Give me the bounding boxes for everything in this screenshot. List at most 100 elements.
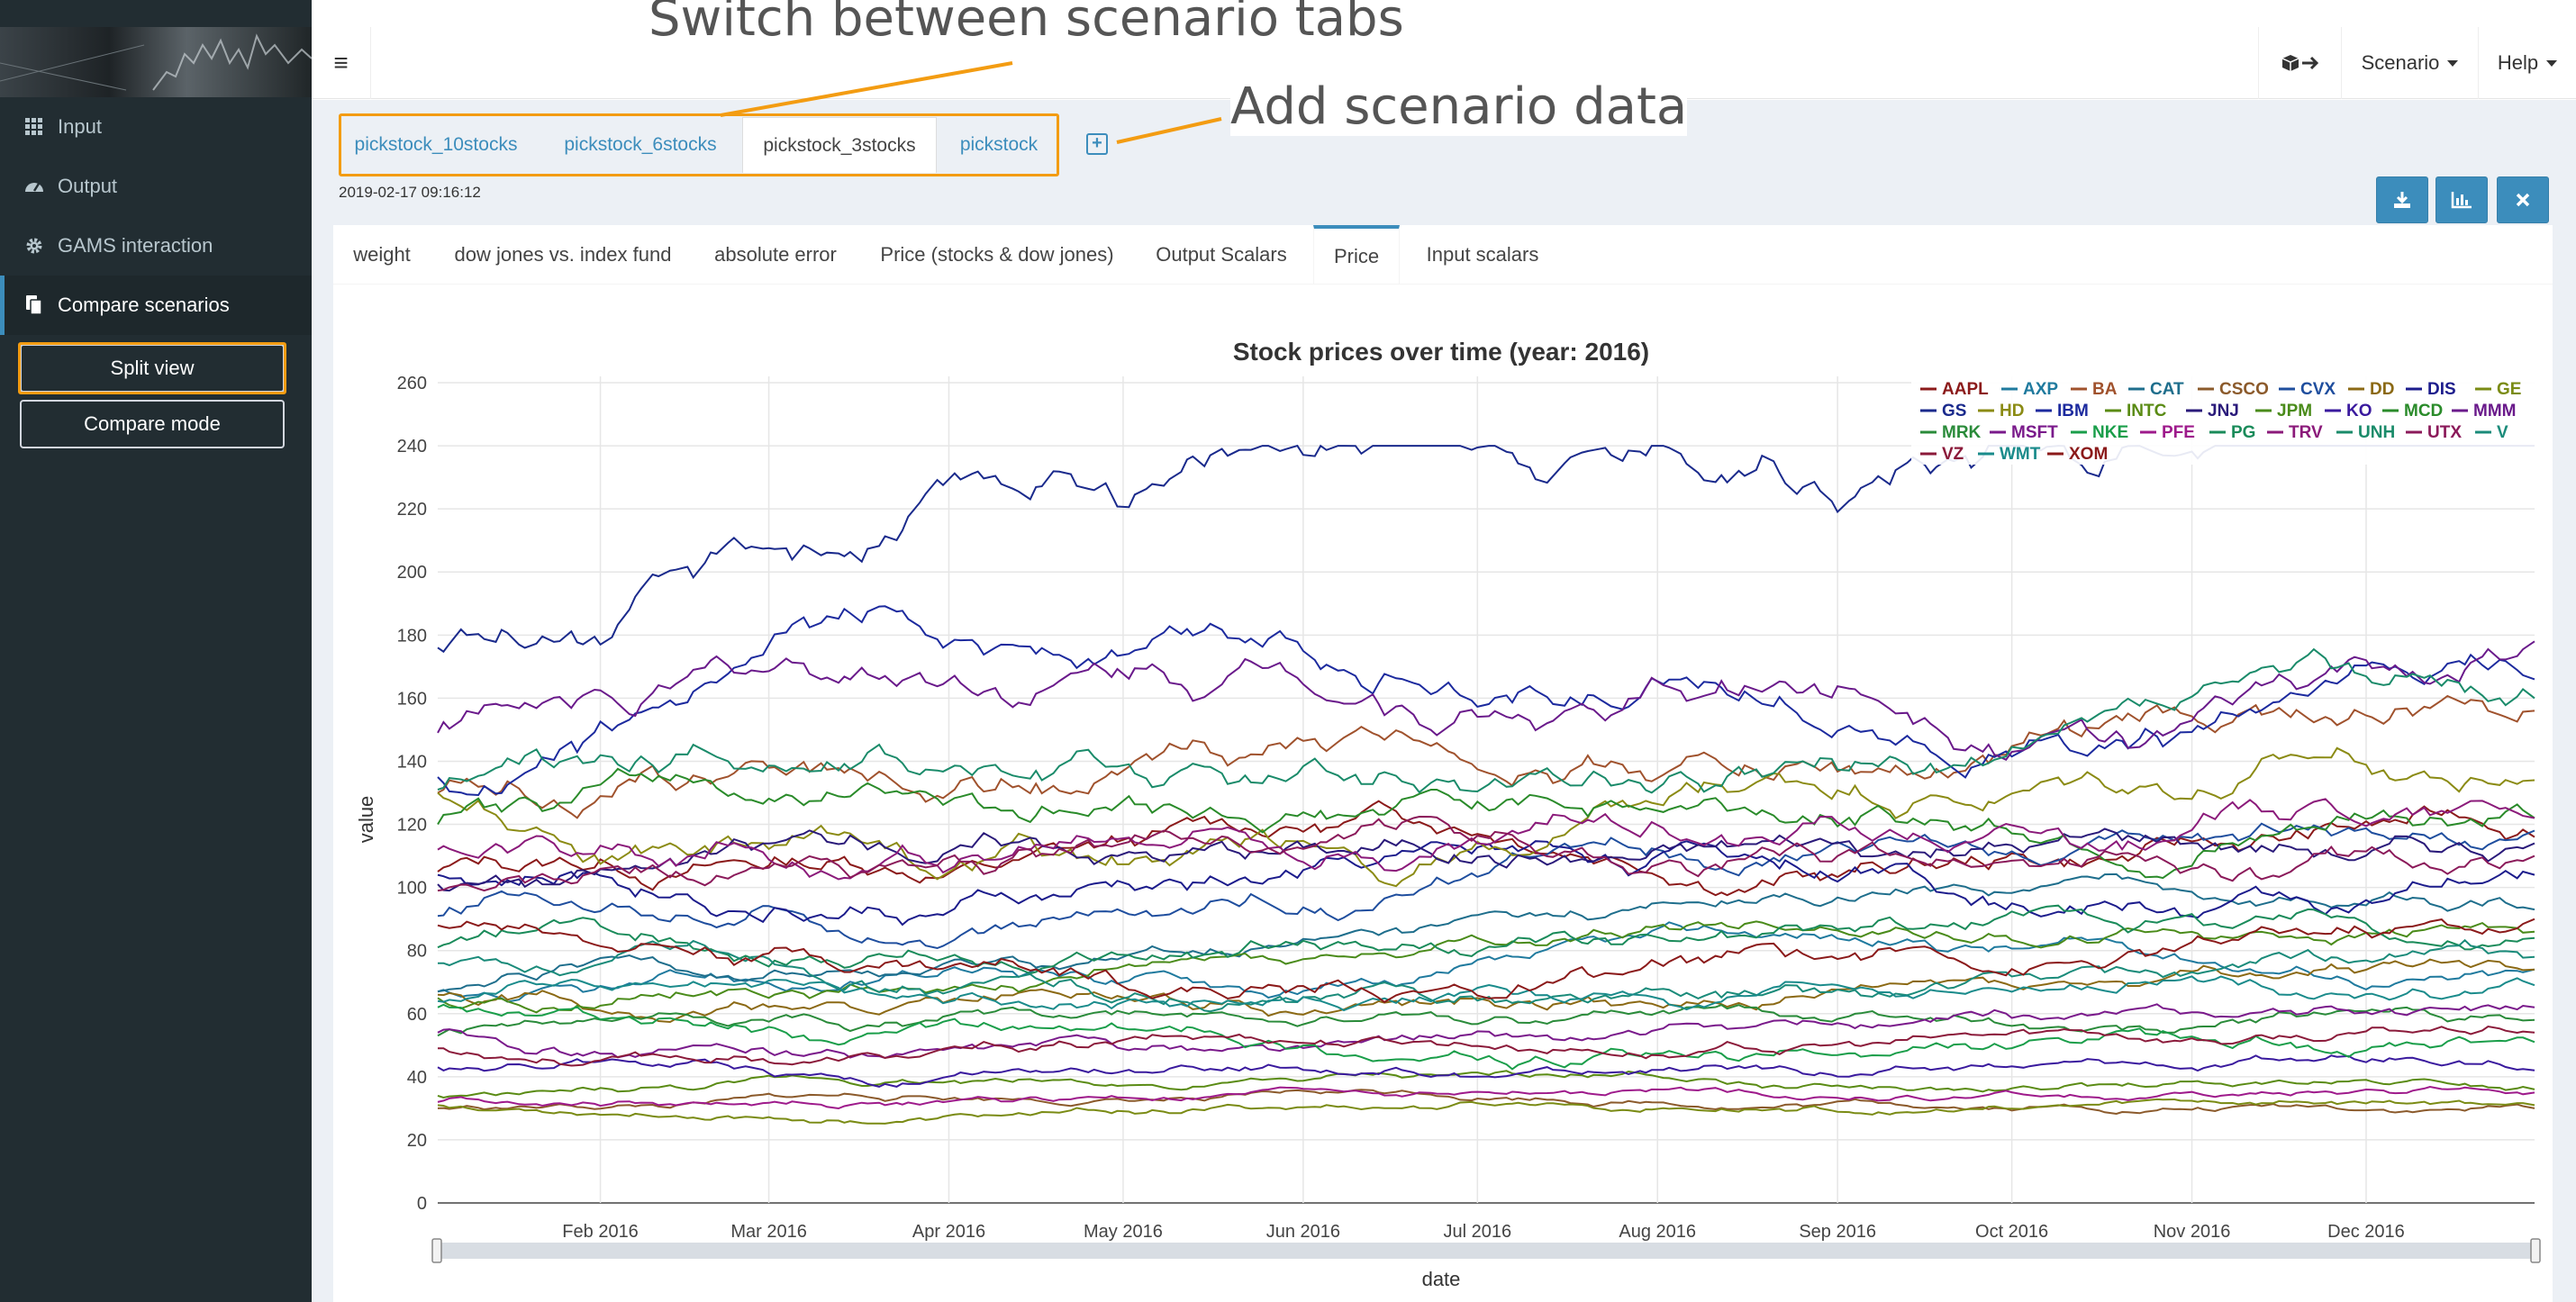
close-button[interactable] bbox=[2497, 176, 2549, 223]
legend-item[interactable]: NKE bbox=[2092, 423, 2128, 442]
copy-icon bbox=[23, 294, 45, 316]
sidebar-item-input[interactable]: Input bbox=[0, 97, 312, 157]
tab-absolute-error[interactable]: absolute error bbox=[714, 243, 837, 266]
chart-title: Stock prices over time (year: 2016) bbox=[1233, 338, 1649, 366]
series-line-cat[interactable] bbox=[437, 873, 2535, 993]
y-tick-label: 60 bbox=[407, 1005, 427, 1025]
legend-item[interactable]: UNH bbox=[2358, 423, 2395, 442]
scenario-menu-label: Scenario bbox=[2361, 51, 2440, 74]
series-line-csco[interactable] bbox=[437, 1089, 2535, 1116]
series-line-pg[interactable] bbox=[437, 904, 2535, 975]
annotation-switch-tabs: Switch between scenario tabs bbox=[623, 0, 1429, 48]
chart-icon bbox=[2451, 192, 2472, 209]
series-line-v[interactable] bbox=[438, 938, 2535, 1013]
legend-item[interactable]: DIS bbox=[2427, 380, 2456, 399]
series-line-utx[interactable] bbox=[437, 815, 2535, 892]
scenario-tab[interactable]: pickstock_6stocks bbox=[564, 134, 717, 155]
series-line-ba[interactable] bbox=[437, 694, 2535, 819]
series-line-gs[interactable] bbox=[437, 444, 2535, 654]
legend-item[interactable]: DD bbox=[2370, 380, 2394, 399]
scenario-menu[interactable]: Scenario bbox=[2341, 27, 2478, 99]
legend-item[interactable]: XOM bbox=[2069, 445, 2108, 464]
legend-item[interactable]: INTC bbox=[2127, 402, 2167, 420]
legend-item[interactable]: VZ bbox=[1942, 445, 1964, 464]
y-tick-label: 240 bbox=[397, 437, 427, 457]
series-line-intc[interactable] bbox=[437, 1070, 2535, 1099]
add-scenario-icon[interactable]: + bbox=[1086, 133, 1108, 155]
legend-item[interactable]: GS bbox=[1942, 402, 1966, 420]
legend-item[interactable]: MSFT bbox=[2011, 423, 2058, 442]
legend-item[interactable]: CSCO bbox=[2219, 380, 2269, 399]
legend-item[interactable]: UTX bbox=[2427, 423, 2462, 442]
series-line-axp[interactable] bbox=[437, 921, 2535, 1003]
tab-input-scalars[interactable]: Input scalars bbox=[1426, 243, 1539, 266]
legend-item[interactable]: TRV bbox=[2289, 423, 2323, 442]
series-line-ko[interactable] bbox=[437, 1054, 2535, 1088]
series-line-jpm[interactable] bbox=[437, 920, 2535, 1014]
legend-item[interactable]: IBM bbox=[2057, 402, 2089, 420]
y-tick-label: 200 bbox=[397, 563, 427, 583]
legend-item[interactable]: MRK bbox=[1942, 423, 1982, 442]
legend-item[interactable]: HD bbox=[2000, 402, 2024, 420]
dashboard-icon bbox=[23, 176, 45, 197]
legend-item[interactable]: MCD bbox=[2404, 402, 2443, 420]
series-line-ge[interactable] bbox=[437, 1098, 2535, 1125]
range-slider[interactable] bbox=[431, 1238, 2541, 1263]
scenario-tab-active[interactable]: pickstock_3stocks bbox=[742, 117, 937, 173]
legend-item[interactable]: GE bbox=[2497, 380, 2521, 399]
series-line-unh[interactable] bbox=[437, 647, 2535, 794]
legend-item[interactable]: BA bbox=[2092, 380, 2118, 399]
legend-item[interactable]: MMM bbox=[2473, 402, 2516, 420]
legend-item[interactable]: PG bbox=[2231, 423, 2255, 442]
legend-item[interactable]: V bbox=[2497, 423, 2508, 442]
series-line-mrk[interactable] bbox=[437, 1003, 2535, 1037]
series-line-jnj[interactable] bbox=[437, 827, 2535, 892]
range-slider-track bbox=[438, 1243, 2535, 1259]
tab-dow-jones-vs-index-fund[interactable]: dow jones vs. index fund bbox=[454, 243, 672, 266]
y-tick-label: 260 bbox=[397, 374, 427, 393]
hamburger-icon[interactable]: ≡ bbox=[312, 27, 371, 99]
split-view-button[interactable]: Split view bbox=[20, 344, 285, 393]
range-slider-handle-left[interactable] bbox=[431, 1238, 442, 1263]
legend-item[interactable]: CVX bbox=[2300, 380, 2336, 399]
tab-price-stocks-dow-jones[interactable]: Price (stocks & dow jones) bbox=[880, 243, 1114, 266]
series-line-mmm[interactable] bbox=[437, 640, 2535, 761]
legend-item[interactable]: KO bbox=[2346, 402, 2372, 420]
series-line-wmt[interactable] bbox=[437, 975, 2535, 1012]
help-menu[interactable]: Help bbox=[2478, 27, 2576, 99]
legend-item[interactable]: WMT bbox=[2000, 445, 2041, 464]
series-line-xom[interactable] bbox=[437, 918, 2535, 1004]
download-button[interactable] bbox=[2376, 176, 2428, 223]
tab-price[interactable]: Price bbox=[1313, 225, 1400, 285]
scenario-tab[interactable]: pickstock bbox=[959, 134, 1039, 155]
compare-mode-button[interactable]: Compare mode bbox=[20, 400, 285, 448]
series-line-nke[interactable] bbox=[437, 1003, 2535, 1071]
legend-item[interactable]: AAPL bbox=[1942, 380, 1989, 399]
legend-item[interactable]: JNJ bbox=[2208, 402, 2239, 420]
legend-item[interactable]: PFE bbox=[2162, 423, 2195, 442]
series-line-msft[interactable] bbox=[437, 1003, 2535, 1060]
x-tick-label: Oct 2016 bbox=[1975, 1222, 2048, 1242]
caret-down-icon bbox=[2546, 59, 2558, 67]
range-slider-handle-right[interactable] bbox=[2530, 1238, 2541, 1263]
scenario-tab[interactable]: pickstock_10stocks bbox=[354, 134, 518, 155]
series-line-hd[interactable] bbox=[437, 746, 2535, 888]
y-tick-label: 220 bbox=[397, 500, 427, 520]
tab-output-scalars[interactable]: Output Scalars bbox=[1156, 243, 1287, 266]
sidebar: Input Output GAMS interaction Compare sc… bbox=[0, 0, 312, 1302]
cube-arrow-icon[interactable] bbox=[2258, 27, 2341, 99]
series-line-aapl[interactable] bbox=[437, 800, 2535, 897]
series-line-mcd[interactable] bbox=[437, 767, 2535, 880]
sidebar-item-gams-interaction[interactable]: GAMS interaction bbox=[0, 216, 312, 276]
series-line-pfe[interactable] bbox=[437, 1085, 2535, 1110]
legend-item[interactable]: AXP bbox=[2023, 380, 2058, 399]
sidebar-item-compare-scenarios[interactable]: Compare scenarios bbox=[0, 276, 312, 335]
sidebar-item-output[interactable]: Output bbox=[0, 157, 312, 216]
legend-item[interactable]: JPM bbox=[2277, 402, 2312, 420]
series-line-ibm[interactable] bbox=[437, 605, 2535, 797]
series-line-vz[interactable] bbox=[438, 1025, 2535, 1067]
price-chart-svg[interactable]: Stock prices over time (year: 2016) 0 20 4… bbox=[333, 288, 2553, 1302]
legend-item[interactable]: CAT bbox=[2150, 380, 2184, 399]
chart-view-button[interactable] bbox=[2435, 176, 2488, 223]
tab-weight[interactable]: weight bbox=[353, 243, 411, 266]
